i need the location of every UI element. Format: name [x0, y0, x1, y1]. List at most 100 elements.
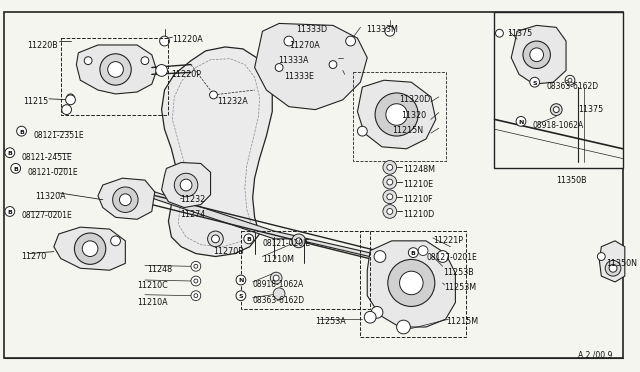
Text: 11350B: 11350B: [556, 176, 587, 185]
Text: 11320A: 11320A: [35, 192, 66, 201]
Text: 08918-1062A: 08918-1062A: [253, 280, 304, 289]
Circle shape: [5, 206, 15, 217]
Text: N: N: [238, 279, 244, 283]
Text: 11220A: 11220A: [172, 35, 203, 44]
Text: 11221P: 11221P: [433, 236, 463, 245]
Circle shape: [554, 107, 559, 113]
Circle shape: [408, 248, 418, 257]
Text: 08121-2351E: 08121-2351E: [33, 131, 84, 140]
Circle shape: [329, 61, 337, 68]
Circle shape: [374, 251, 386, 262]
Circle shape: [418, 246, 428, 256]
Polygon shape: [54, 227, 125, 270]
Circle shape: [530, 77, 540, 87]
Circle shape: [191, 291, 201, 301]
Text: 11270: 11270: [22, 251, 47, 261]
Text: 11333M: 11333M: [366, 25, 398, 34]
Bar: [353, 73, 445, 161]
Circle shape: [605, 260, 621, 276]
Circle shape: [609, 264, 617, 272]
Circle shape: [383, 175, 397, 189]
Text: 11320: 11320: [401, 110, 427, 119]
Bar: [493, 12, 623, 169]
Circle shape: [383, 161, 397, 174]
Circle shape: [270, 272, 282, 284]
Circle shape: [387, 164, 393, 170]
Text: N: N: [518, 120, 524, 125]
Polygon shape: [152, 192, 416, 266]
Circle shape: [568, 78, 572, 82]
Text: 11375: 11375: [578, 105, 603, 114]
Text: B: B: [13, 167, 18, 172]
Circle shape: [194, 264, 198, 268]
Polygon shape: [599, 241, 625, 282]
Text: 08363-6162D: 08363-6162D: [253, 296, 305, 305]
Text: 11274: 11274: [180, 209, 205, 218]
Circle shape: [296, 238, 301, 244]
Text: 08127-0201E: 08127-0201E: [426, 253, 477, 262]
Circle shape: [386, 104, 408, 125]
Polygon shape: [255, 23, 367, 110]
Circle shape: [358, 126, 367, 136]
Circle shape: [207, 231, 223, 247]
Circle shape: [74, 233, 106, 264]
Circle shape: [108, 62, 124, 77]
Text: 08121-020IE: 08121-020IE: [262, 239, 310, 248]
Text: 11210C: 11210C: [137, 281, 168, 290]
Text: 11375: 11375: [508, 29, 532, 38]
Circle shape: [180, 179, 192, 191]
Text: 11215N: 11215N: [392, 126, 423, 135]
Text: 11333A: 11333A: [278, 56, 308, 65]
Circle shape: [385, 26, 395, 36]
Circle shape: [436, 251, 449, 262]
Text: 11210F: 11210F: [403, 195, 433, 204]
Circle shape: [209, 91, 218, 99]
Text: 11210A: 11210A: [137, 298, 168, 307]
Circle shape: [399, 271, 423, 295]
Polygon shape: [367, 241, 456, 327]
Circle shape: [100, 54, 131, 85]
Text: S: S: [239, 294, 243, 299]
Text: 11270B: 11270B: [214, 247, 244, 256]
Text: 11320D: 11320D: [399, 95, 431, 104]
Text: 11253B: 11253B: [443, 268, 474, 277]
Circle shape: [84, 57, 92, 65]
Circle shape: [275, 64, 283, 71]
Circle shape: [191, 262, 201, 271]
Circle shape: [141, 57, 149, 65]
Circle shape: [387, 179, 393, 185]
Text: B: B: [19, 129, 24, 135]
Circle shape: [292, 234, 305, 248]
Text: 11210E: 11210E: [403, 180, 434, 189]
Circle shape: [387, 194, 393, 200]
Text: B: B: [7, 151, 12, 156]
Text: 08918-1062A: 08918-1062A: [532, 121, 584, 130]
Text: 11248: 11248: [147, 265, 172, 274]
Circle shape: [565, 76, 575, 85]
Circle shape: [156, 65, 168, 76]
Circle shape: [273, 288, 285, 299]
Text: 11350N: 11350N: [606, 259, 637, 269]
Circle shape: [530, 48, 543, 62]
Circle shape: [375, 93, 418, 136]
Circle shape: [61, 105, 72, 115]
Bar: [61, 38, 168, 115]
Circle shape: [83, 241, 98, 257]
Text: 08121-0201E: 08121-0201E: [28, 169, 78, 177]
Circle shape: [11, 163, 20, 173]
Text: 11248M: 11248M: [403, 166, 435, 174]
Text: 08363-6162D: 08363-6162D: [547, 82, 598, 91]
Text: 11253A: 11253A: [316, 317, 346, 326]
Circle shape: [273, 275, 279, 281]
Text: B: B: [246, 237, 251, 243]
Text: 11232: 11232: [180, 195, 205, 204]
Circle shape: [383, 190, 397, 203]
Circle shape: [495, 29, 504, 37]
Circle shape: [159, 36, 170, 46]
Circle shape: [550, 104, 562, 115]
Text: A 2 /00.9: A 2 /00.9: [578, 350, 612, 359]
Text: 11333D: 11333D: [296, 25, 327, 34]
Circle shape: [364, 311, 376, 323]
Circle shape: [66, 95, 76, 105]
Circle shape: [371, 307, 383, 318]
